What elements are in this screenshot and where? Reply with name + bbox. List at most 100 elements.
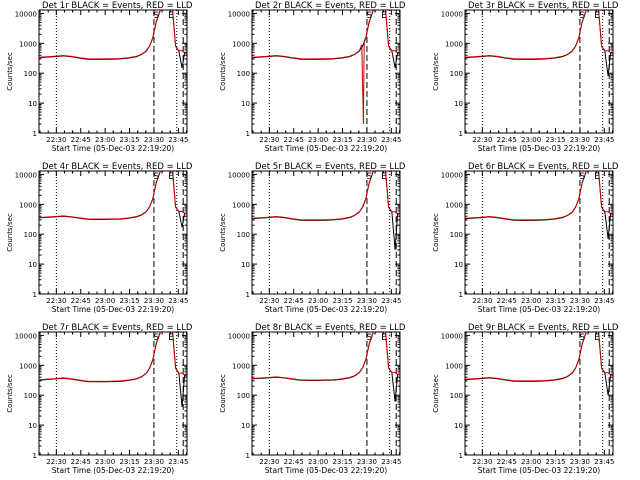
x-tick-label: 22:30 — [259, 136, 279, 144]
x-tick-label: 22:30 — [472, 458, 492, 466]
x-tick-label: 22:45 — [71, 297, 91, 305]
x-tick-label: 22:30 — [46, 458, 66, 466]
x-tick-label: 23:15 — [545, 297, 565, 305]
end-marker-label: E — [168, 172, 174, 182]
plot-area — [465, 10, 613, 133]
end-marker-label: E — [381, 11, 387, 21]
x-tick-label: 22:30 — [46, 297, 66, 305]
y-axis-label: Counts/sec — [6, 213, 14, 252]
y-tick-label: 1000 — [19, 201, 37, 209]
plot-area — [465, 171, 613, 294]
x-tick-label: 23:30 — [357, 136, 377, 144]
end-marker-label: E — [168, 333, 174, 343]
y-tick-label: 10 — [241, 422, 250, 430]
lld-series-line — [252, 10, 400, 125]
x-tick-label: 23:00 — [95, 136, 115, 144]
panel-title: Det 7r BLACK = Events, RED = LLD — [42, 323, 193, 333]
plot-area — [39, 332, 187, 455]
x-tick-label: 22:45 — [284, 136, 304, 144]
x-tick-label: 22:30 — [46, 136, 66, 144]
x-tick-label: 23:00 — [95, 297, 115, 305]
end-marker-label: E — [381, 333, 387, 343]
x-tick-label: 23:30 — [144, 458, 164, 466]
x-tick-label: 23:30 — [570, 297, 590, 305]
y-tick-label: 100 — [450, 392, 463, 400]
end-marker-label: E — [594, 172, 600, 182]
y-tick-label: 1000 — [232, 40, 250, 48]
start-marker-label: S — [580, 333, 586, 343]
x-tick-label: 23:00 — [521, 136, 541, 144]
panel-title: Det 4r BLACK = Events, RED = LLD — [42, 162, 193, 172]
x-tick-label: 22:45 — [71, 458, 91, 466]
x-tick-label: 23:30 — [570, 458, 590, 466]
y-tick-label: 100 — [237, 70, 250, 78]
x-tick-label: 23:30 — [357, 458, 377, 466]
y-tick-label: 100 — [24, 392, 37, 400]
end-marker-label: E — [168, 11, 174, 21]
start-marker-label: S — [154, 11, 160, 21]
lld-series-line — [252, 332, 400, 381]
y-tick-label: 10000 — [441, 171, 463, 179]
detector-panel: Det 9r BLACK = Events, RED = LLD 1 10 100 10… — [432, 323, 619, 475]
lld-series-line — [465, 10, 613, 60]
y-tick-label: 1000 — [232, 362, 250, 370]
panel-title: Det 9r BLACK = Events, RED = LLD — [468, 323, 619, 333]
y-tick-label: 10 — [28, 261, 37, 269]
y-axis-label: Counts/sec — [432, 52, 440, 91]
x-tick-label: 23:15 — [332, 136, 352, 144]
y-axis-label: Counts/sec — [219, 213, 227, 252]
y-tick-label: 10 — [28, 422, 37, 430]
x-tick-label: 22:45 — [284, 297, 304, 305]
end-marker-label: E — [594, 11, 600, 21]
x-tick-label: 23:45 — [594, 136, 614, 144]
x-tick-label: 23:30 — [144, 297, 164, 305]
lld-series-line — [39, 332, 187, 382]
x-axis-label: Start Time (05-Dec-03 22:19:20) — [52, 305, 174, 314]
end-marker-label: E — [381, 172, 387, 182]
y-axis-label: Counts/sec — [432, 213, 440, 252]
detector-panel: Det 7r BLACK = Events, RED = LLD 1 10 100 10… — [6, 323, 193, 475]
x-axis-label: Start Time (05-Dec-03 22:19:20) — [265, 466, 387, 475]
y-tick-label: 10 — [28, 100, 37, 108]
x-tick-label: 23:00 — [308, 458, 328, 466]
x-tick-label: 23:15 — [332, 458, 352, 466]
panel-title: Det 8r BLACK = Events, RED = LLD — [255, 323, 406, 333]
x-tick-label: 23:00 — [521, 458, 541, 466]
y-tick-label: 1000 — [19, 362, 37, 370]
plot-area — [465, 332, 613, 455]
x-tick-label: 22:30 — [472, 297, 492, 305]
y-tick-label: 1 — [246, 291, 250, 299]
y-tick-label: 100 — [450, 231, 463, 239]
y-tick-label: 1 — [33, 130, 37, 138]
y-tick-label: 1 — [459, 452, 463, 460]
y-tick-label: 10 — [241, 100, 250, 108]
y-tick-label: 1 — [246, 452, 250, 460]
x-tick-label: 23:45 — [381, 136, 401, 144]
x-tick-label: 23:30 — [570, 136, 590, 144]
x-tick-label: 22:45 — [497, 136, 517, 144]
x-tick-label: 23:45 — [594, 297, 614, 305]
x-tick-label: 22:45 — [497, 297, 517, 305]
detector-panel: Det 8r BLACK = Events, RED = LLD 1 10 100 10… — [219, 323, 406, 475]
y-tick-label: 10 — [241, 261, 250, 269]
x-axis-label: Start Time (05-Dec-03 22:19:20) — [478, 305, 600, 314]
start-marker-label: S — [154, 172, 160, 182]
y-tick-label: 1 — [459, 130, 463, 138]
x-axis-label: Start Time (05-Dec-03 22:19:20) — [52, 144, 174, 153]
end-marker-label: E — [594, 333, 600, 343]
x-axis-label: Start Time (05-Dec-03 22:19:20) — [478, 466, 600, 475]
x-tick-label: 23:45 — [594, 458, 614, 466]
lld-series-line — [465, 171, 613, 221]
x-tick-label: 23:15 — [332, 297, 352, 305]
lld-series-line — [39, 171, 187, 220]
x-axis-label: Start Time (05-Dec-03 22:19:20) — [478, 144, 600, 153]
y-axis-label: Counts/sec — [6, 374, 14, 413]
x-tick-label: 23:15 — [119, 458, 139, 466]
y-tick-label: 1 — [33, 452, 37, 460]
x-tick-label: 23:00 — [308, 136, 328, 144]
start-marker-label: S — [367, 333, 373, 343]
y-tick-label: 100 — [237, 231, 250, 239]
plot-area — [252, 171, 400, 294]
x-tick-label: 23:00 — [521, 297, 541, 305]
x-tick-label: 23:15 — [545, 458, 565, 466]
